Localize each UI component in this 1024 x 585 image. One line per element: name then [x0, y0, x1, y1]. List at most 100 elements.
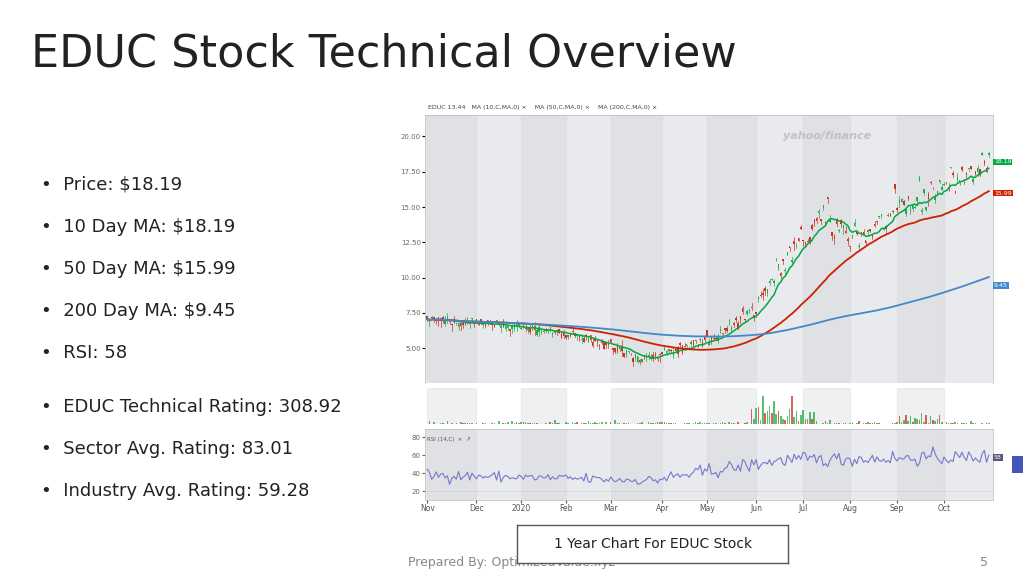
Bar [731, 423, 732, 425]
Bar [516, 422, 517, 425]
Bar [594, 422, 596, 425]
Bar [648, 355, 649, 357]
Bar [688, 347, 690, 349]
Text: Prepared By: OptimizedValue.xyz: Prepared By: OptimizedValue.xyz [409, 556, 615, 569]
Bar [581, 423, 583, 425]
Bar [666, 352, 668, 353]
Bar [926, 207, 927, 209]
Bar [607, 343, 609, 345]
Bar [610, 422, 611, 425]
Bar [924, 189, 925, 194]
Bar [937, 191, 938, 194]
Bar [492, 423, 493, 425]
Bar [433, 422, 435, 425]
Bar [968, 168, 970, 169]
Bar [561, 424, 562, 425]
Bar [558, 329, 560, 332]
Bar [462, 324, 464, 325]
Bar [492, 324, 493, 325]
Bar [809, 238, 811, 242]
Bar [588, 338, 589, 342]
Bar [541, 329, 542, 332]
Bar [803, 410, 804, 425]
Bar [873, 422, 876, 425]
Bar [930, 417, 932, 425]
Bar [567, 423, 569, 425]
Bar [583, 424, 585, 425]
Bar [973, 180, 974, 182]
Bar [646, 424, 647, 425]
Bar [945, 422, 947, 425]
Bar [543, 331, 545, 332]
Bar [803, 240, 804, 241]
Bar [552, 333, 553, 335]
Bar [813, 219, 815, 223]
Bar [760, 420, 762, 425]
Bar [739, 315, 741, 319]
Bar [465, 423, 466, 425]
Bar [798, 421, 800, 425]
Bar [718, 336, 719, 341]
Bar [514, 423, 515, 425]
Bar [682, 424, 683, 425]
Bar [948, 187, 949, 188]
Bar [592, 423, 594, 425]
Bar [758, 408, 759, 425]
Bar [824, 222, 826, 224]
Bar [618, 424, 621, 425]
Bar [921, 210, 923, 212]
Bar [614, 421, 615, 425]
Bar [984, 161, 985, 164]
Bar [753, 419, 755, 425]
Bar [843, 422, 844, 425]
Bar [521, 115, 566, 384]
Bar [597, 340, 598, 342]
Bar [460, 422, 462, 425]
Bar [885, 226, 887, 229]
Bar [571, 422, 573, 425]
Bar [558, 424, 560, 425]
Bar [565, 422, 566, 425]
Bar [919, 177, 921, 181]
Bar [433, 316, 434, 319]
Bar [498, 421, 500, 425]
Bar [726, 328, 728, 331]
Bar [954, 422, 956, 425]
Bar [988, 153, 989, 156]
Bar [724, 328, 726, 330]
Bar [684, 346, 685, 347]
Bar [697, 422, 698, 425]
Bar [652, 423, 654, 425]
Bar [970, 166, 972, 168]
Bar [966, 173, 967, 176]
Bar [709, 423, 710, 425]
Bar [518, 424, 520, 425]
Bar [762, 396, 764, 425]
Text: 15.99: 15.99 [994, 191, 1012, 195]
Bar [744, 424, 745, 425]
Text: EDUC 13.44   MA (10,C,MA,0) ×    MA (50,C,MA,0) ×    MA (200,C,MA,0) ×: EDUC 13.44 MA (10,C,MA,0) × MA (50,C,MA,… [428, 105, 657, 109]
Bar [792, 260, 793, 262]
Bar [635, 424, 636, 425]
Bar [858, 246, 860, 247]
Bar [427, 115, 476, 384]
Bar [471, 423, 473, 425]
Bar [778, 264, 779, 270]
Bar [863, 423, 864, 425]
Bar [451, 423, 453, 425]
Bar [467, 424, 468, 425]
Bar [749, 309, 751, 311]
Bar [605, 343, 607, 345]
Bar [641, 359, 643, 362]
Bar [626, 423, 627, 425]
Bar [527, 328, 528, 330]
Bar [469, 423, 470, 425]
Bar [503, 424, 504, 425]
Bar [784, 270, 786, 271]
Bar [758, 297, 759, 300]
Bar [699, 339, 700, 340]
Bar [948, 423, 949, 425]
Bar [981, 153, 983, 154]
Bar [475, 423, 477, 425]
Bar [901, 199, 902, 202]
